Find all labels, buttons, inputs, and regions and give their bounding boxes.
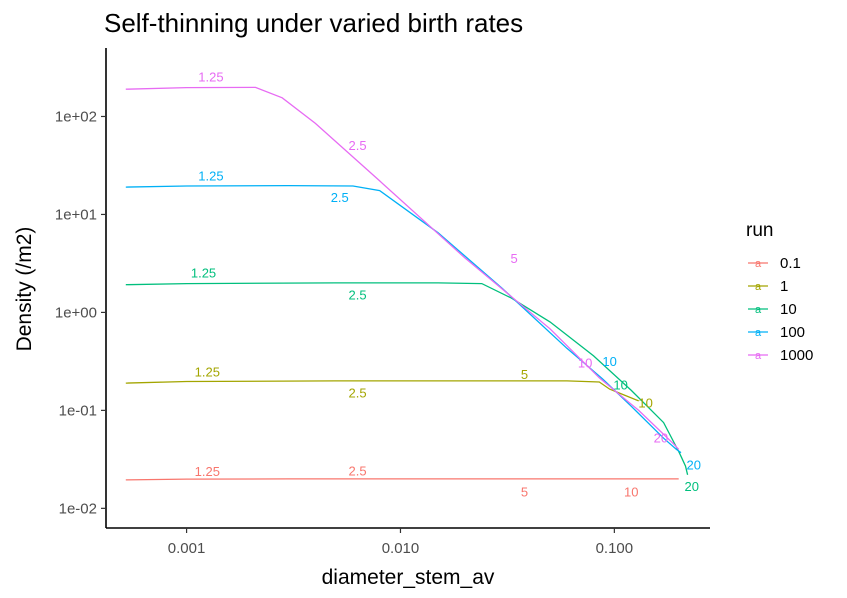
- point-label-layer: 1.25 2.5 5 10 1.25 2.5 5 10 1.25 2.5 10 20 1.25 2.5 10…: [191, 69, 701, 499]
- point-label: 5: [521, 367, 528, 382]
- y-axis-ticks: 1e-02 1e-01 1e+00 1e+01 1e+02: [55, 108, 106, 517]
- legend-key-glyph: a: [755, 350, 762, 362]
- legend-label: 100: [780, 324, 805, 341]
- legend-key-glyph: a: [755, 304, 762, 316]
- y-tick-label: 1e+02: [55, 108, 97, 125]
- point-label: 5: [511, 251, 518, 266]
- point-label: 10: [613, 377, 627, 392]
- point-label: 1.25: [195, 464, 220, 479]
- legend-key-glyph: a: [755, 281, 762, 293]
- x-tick-label: 0.001: [168, 540, 206, 557]
- point-label: 1.25: [198, 69, 223, 84]
- point-label: 2.5: [349, 464, 367, 479]
- y-axis-title: Density (/m2): [13, 227, 36, 352]
- y-tick-label: 1e-01: [59, 402, 97, 419]
- series-layer: [125, 86, 689, 481]
- point-label: 20: [684, 479, 698, 494]
- legend-label: 10: [780, 301, 797, 318]
- y-tick-label: 1e+01: [55, 206, 97, 223]
- point-label: 2.5: [349, 138, 367, 153]
- point-label: 1.25: [195, 364, 220, 379]
- x-tick-label: 0.100: [596, 540, 634, 557]
- legend-item: a 1000: [748, 347, 813, 364]
- legend-item: a 100: [748, 324, 805, 341]
- x-tick-label: 0.010: [382, 540, 420, 557]
- point-label: 2.5: [331, 190, 349, 205]
- point-label: 20: [686, 457, 700, 472]
- series-line-10: [125, 282, 689, 475]
- series-line-0-1: [125, 478, 679, 481]
- point-label: 10: [638, 396, 652, 411]
- legend-title: run: [746, 220, 773, 241]
- series-line-100: [125, 184, 682, 454]
- point-label: 1.25: [198, 168, 223, 183]
- y-tick-label: 1e-02: [59, 500, 97, 517]
- x-axis-ticks: 0.001 0.010 0.100: [168, 528, 633, 557]
- legend-label: 1: [780, 278, 788, 295]
- series-line-1: [125, 380, 639, 402]
- point-label: 10: [602, 354, 616, 369]
- point-label: 1.25: [191, 265, 216, 280]
- point-label: 10: [578, 356, 592, 371]
- series-line-1000: [125, 86, 680, 450]
- point-label: 20: [654, 431, 668, 446]
- point-label: 10: [624, 485, 638, 500]
- y-tick-label: 1e+00: [55, 304, 97, 321]
- legend-label: 1000: [780, 347, 813, 364]
- point-label: 2.5: [349, 288, 367, 303]
- chart-title: Self-thinning under varied birth rates: [104, 8, 523, 38]
- point-label: 2.5: [349, 386, 367, 401]
- point-label: 5: [521, 485, 528, 500]
- legend-key-glyph: a: [755, 258, 762, 270]
- x-axis-title: diameter_stem_av: [322, 566, 495, 589]
- legend-item: a 10: [748, 301, 797, 318]
- legend-label: 0.1: [780, 255, 801, 272]
- legend-key-glyph: a: [755, 327, 762, 339]
- legend-item: a 0.1: [748, 255, 801, 272]
